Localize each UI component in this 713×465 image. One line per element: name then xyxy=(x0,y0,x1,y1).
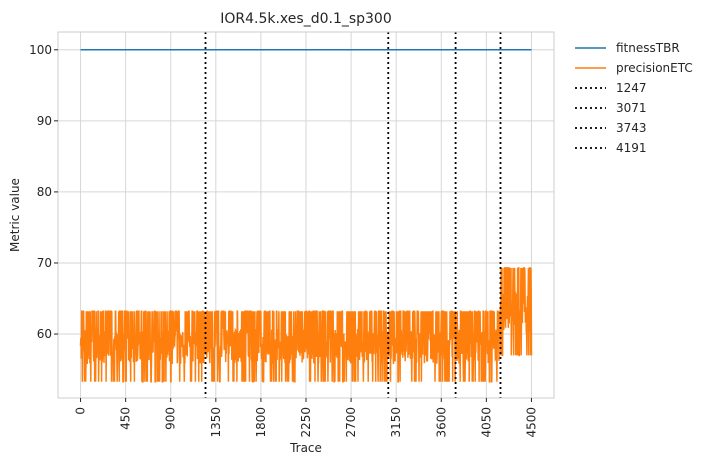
x-tick-label: 3150 xyxy=(389,407,403,438)
series-precisionETC xyxy=(79,267,533,383)
x-tick-label: 4050 xyxy=(479,407,493,438)
y-tick-label: 100 xyxy=(29,43,52,57)
x-ticks: 0 450 900 1350 1800 2250 2700 3150 3600 4050 4500 xyxy=(74,398,538,438)
legend-label: 3071 xyxy=(616,101,647,115)
legend-label: precisionETC xyxy=(616,61,693,75)
x-tick-label: 900 xyxy=(164,407,178,430)
legend-label: fitnessTBR xyxy=(616,41,680,55)
x-tick-label: 0 xyxy=(74,407,88,415)
y-tick-label: 70 xyxy=(37,256,52,270)
x-tick-label: 450 xyxy=(119,407,133,430)
legend-label: 3743 xyxy=(616,121,647,135)
series-layer xyxy=(79,49,533,383)
y-axis-label: Metric value xyxy=(8,178,22,252)
vline-layer xyxy=(204,32,502,398)
legend-label: 1247 xyxy=(616,81,647,95)
legend-label: 4191 xyxy=(616,141,647,155)
y-tick-label: 90 xyxy=(37,114,52,128)
x-tick-label: 1350 xyxy=(209,407,223,438)
y-ticks: 60 70 80 90 100 xyxy=(29,43,58,341)
x-axis-label: Trace xyxy=(289,441,322,455)
legend: fitnessTBR precisionETC 1247 3071 3743 4191 xyxy=(575,41,693,155)
chart-title: IOR4.5k.xes_d0.1_sp300 xyxy=(220,11,392,27)
x-tick-label: 2250 xyxy=(299,407,313,438)
x-tick-label: 3600 xyxy=(434,407,448,438)
y-tick-label: 80 xyxy=(37,185,52,199)
x-tick-label: 2700 xyxy=(344,407,358,438)
y-tick-label: 60 xyxy=(37,327,52,341)
x-tick-label: 4500 xyxy=(524,407,538,438)
x-tick-label: 1800 xyxy=(254,407,268,438)
